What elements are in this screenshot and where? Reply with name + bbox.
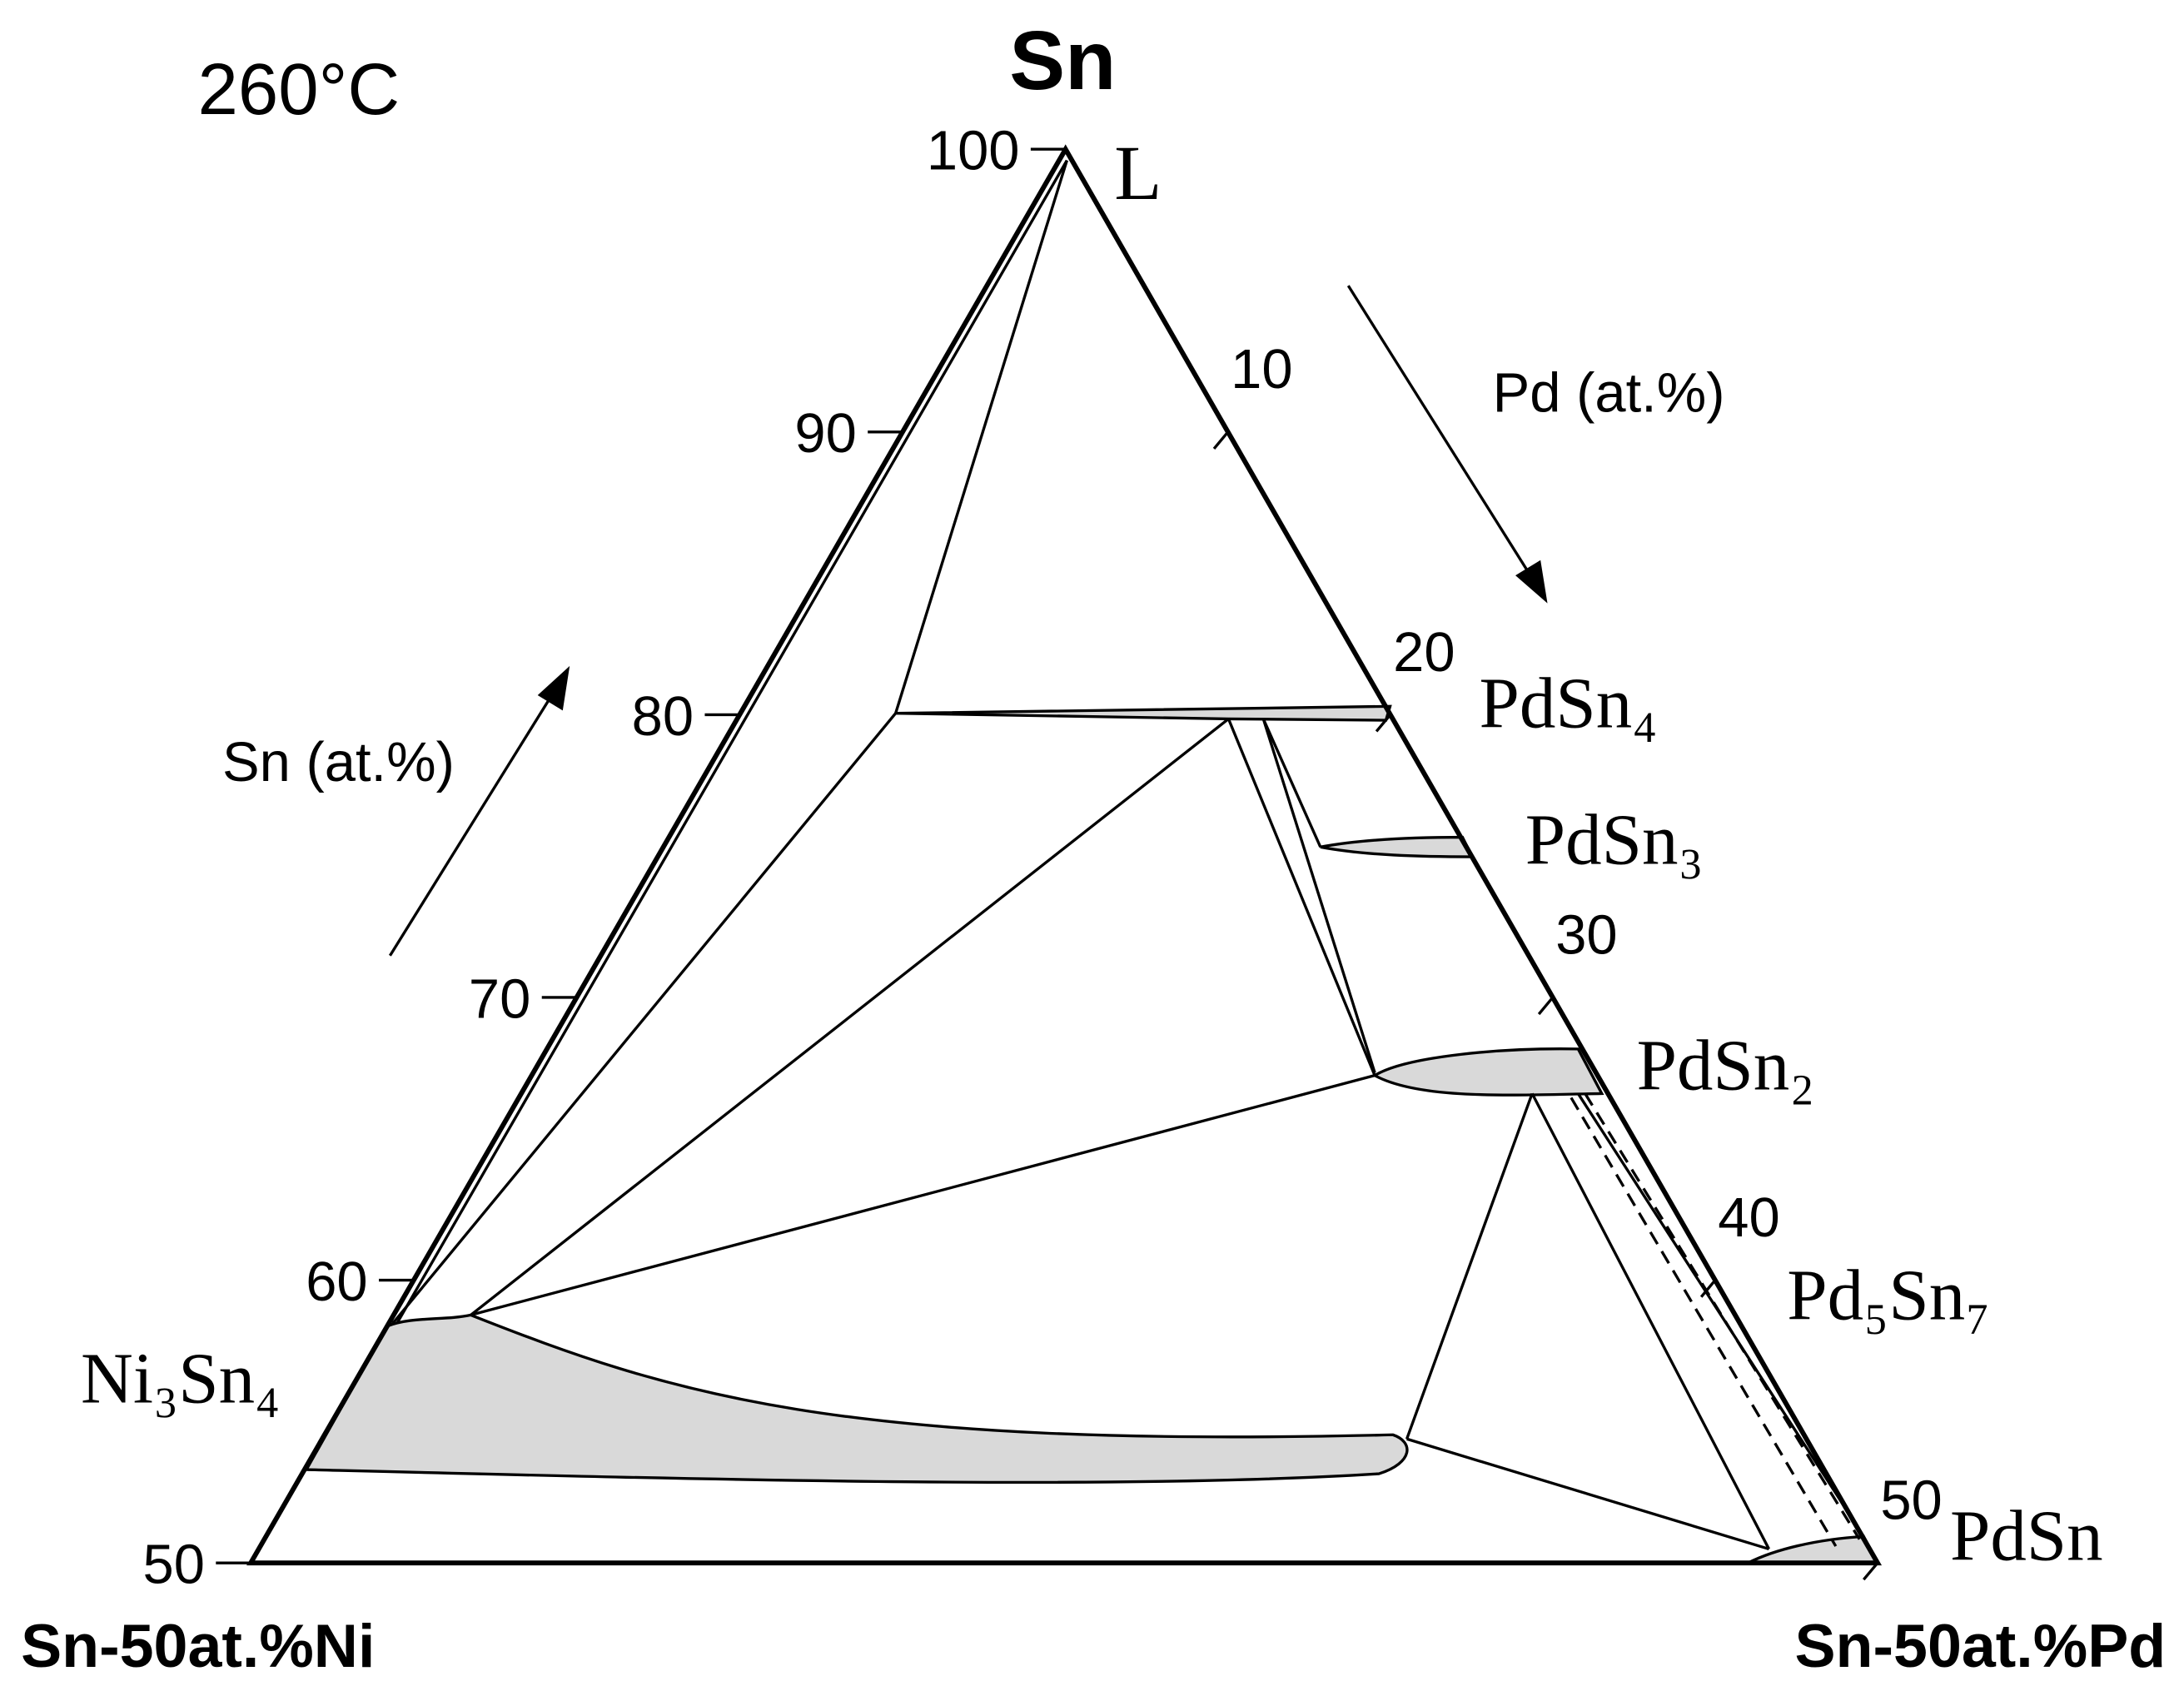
tick-mark (1862, 1562, 1879, 1581)
tick-label: 70 (469, 967, 530, 1030)
tick-label: 30 (1555, 903, 1617, 966)
right-axis-label: Pd (at.%) (1493, 362, 1725, 425)
tick-mark (1375, 714, 1392, 733)
ni3sn4-region (304, 1313, 1409, 1485)
phase-label: Ni₃Sn₄ (81, 1338, 280, 1419)
apex-label: Sn (1009, 14, 1116, 107)
phase-label: L (1114, 131, 1162, 216)
pdsn3-region (1320, 835, 1475, 858)
arrows (388, 285, 1548, 957)
tick-mark (1699, 1279, 1717, 1298)
phase-label: PdSn₂ (1637, 1024, 1815, 1105)
phase-label: PdSn₄ (1480, 662, 1658, 743)
tick-label: 40 (1718, 1186, 1779, 1249)
tick-label: 50 (1880, 1470, 1942, 1532)
tick-label: 50 (142, 1534, 204, 1596)
tick-label: 20 (1393, 621, 1455, 684)
tick-label: 10 (1231, 338, 1292, 400)
left-corner-label: Sn-50at.%Ni (21, 1611, 375, 1680)
tie-lines (386, 150, 1865, 1551)
right-corner-label: Sn-50at.%Pd (1794, 1611, 2166, 1680)
tick-label: 90 (794, 402, 856, 465)
phase-label: PdSn₃ (1525, 798, 1704, 879)
phase-label: Pd₅Sn₇ (1787, 1254, 1990, 1335)
tick-mark (1537, 996, 1555, 1016)
left-axis-label: Sn (at.%) (222, 731, 455, 793)
tick-label: 80 (632, 685, 694, 748)
pdsn4-region (895, 704, 1392, 722)
tick-label: 100 (927, 120, 1020, 182)
pdsn2-region (1371, 1047, 1604, 1097)
tick-mark (1212, 430, 1230, 450)
phase-label: PdSn (1950, 1495, 2103, 1576)
tick-label: 60 (306, 1251, 367, 1313)
temperature: 260°C (198, 49, 400, 130)
